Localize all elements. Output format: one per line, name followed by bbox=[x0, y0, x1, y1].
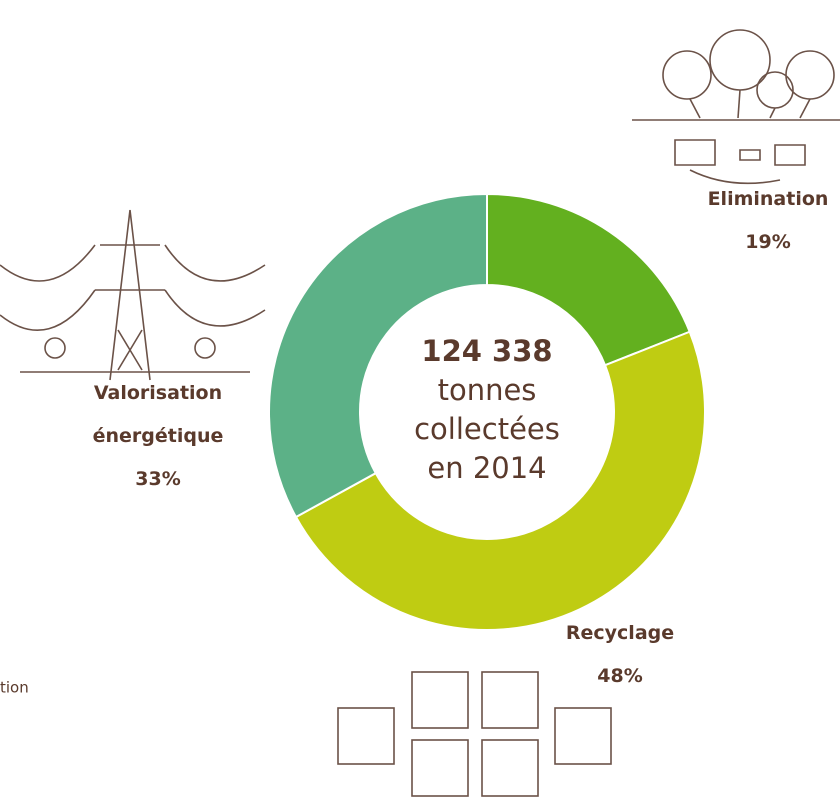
center-label: 124 338 tonnes collectées en 2014 bbox=[407, 332, 567, 488]
recycling-icon bbox=[337, 671, 612, 797]
percent: 33% bbox=[135, 468, 181, 490]
category: Elimination bbox=[707, 188, 829, 210]
segment-label: Elimination 19% bbox=[683, 178, 840, 264]
center-text: tonnes collectées en 2014 bbox=[414, 373, 560, 485]
donut-segment bbox=[294, 330, 706, 631]
category: Recyclage bbox=[565, 622, 675, 644]
donut-segment bbox=[268, 192, 488, 519]
pylon-icon bbox=[0, 209, 266, 381]
segment-label: Recyclage 48% bbox=[535, 612, 705, 698]
side-text: tion bbox=[0, 679, 29, 697]
percent: 48% bbox=[597, 665, 643, 687]
percent: 19% bbox=[745, 231, 791, 253]
center-value: 124 338 bbox=[421, 334, 553, 368]
category: Valorisation énergétique bbox=[92, 382, 224, 447]
segment-label: Valorisation énergétique 33% bbox=[73, 372, 243, 501]
elimination-icon bbox=[632, 29, 840, 185]
donut-segment bbox=[486, 192, 691, 367]
